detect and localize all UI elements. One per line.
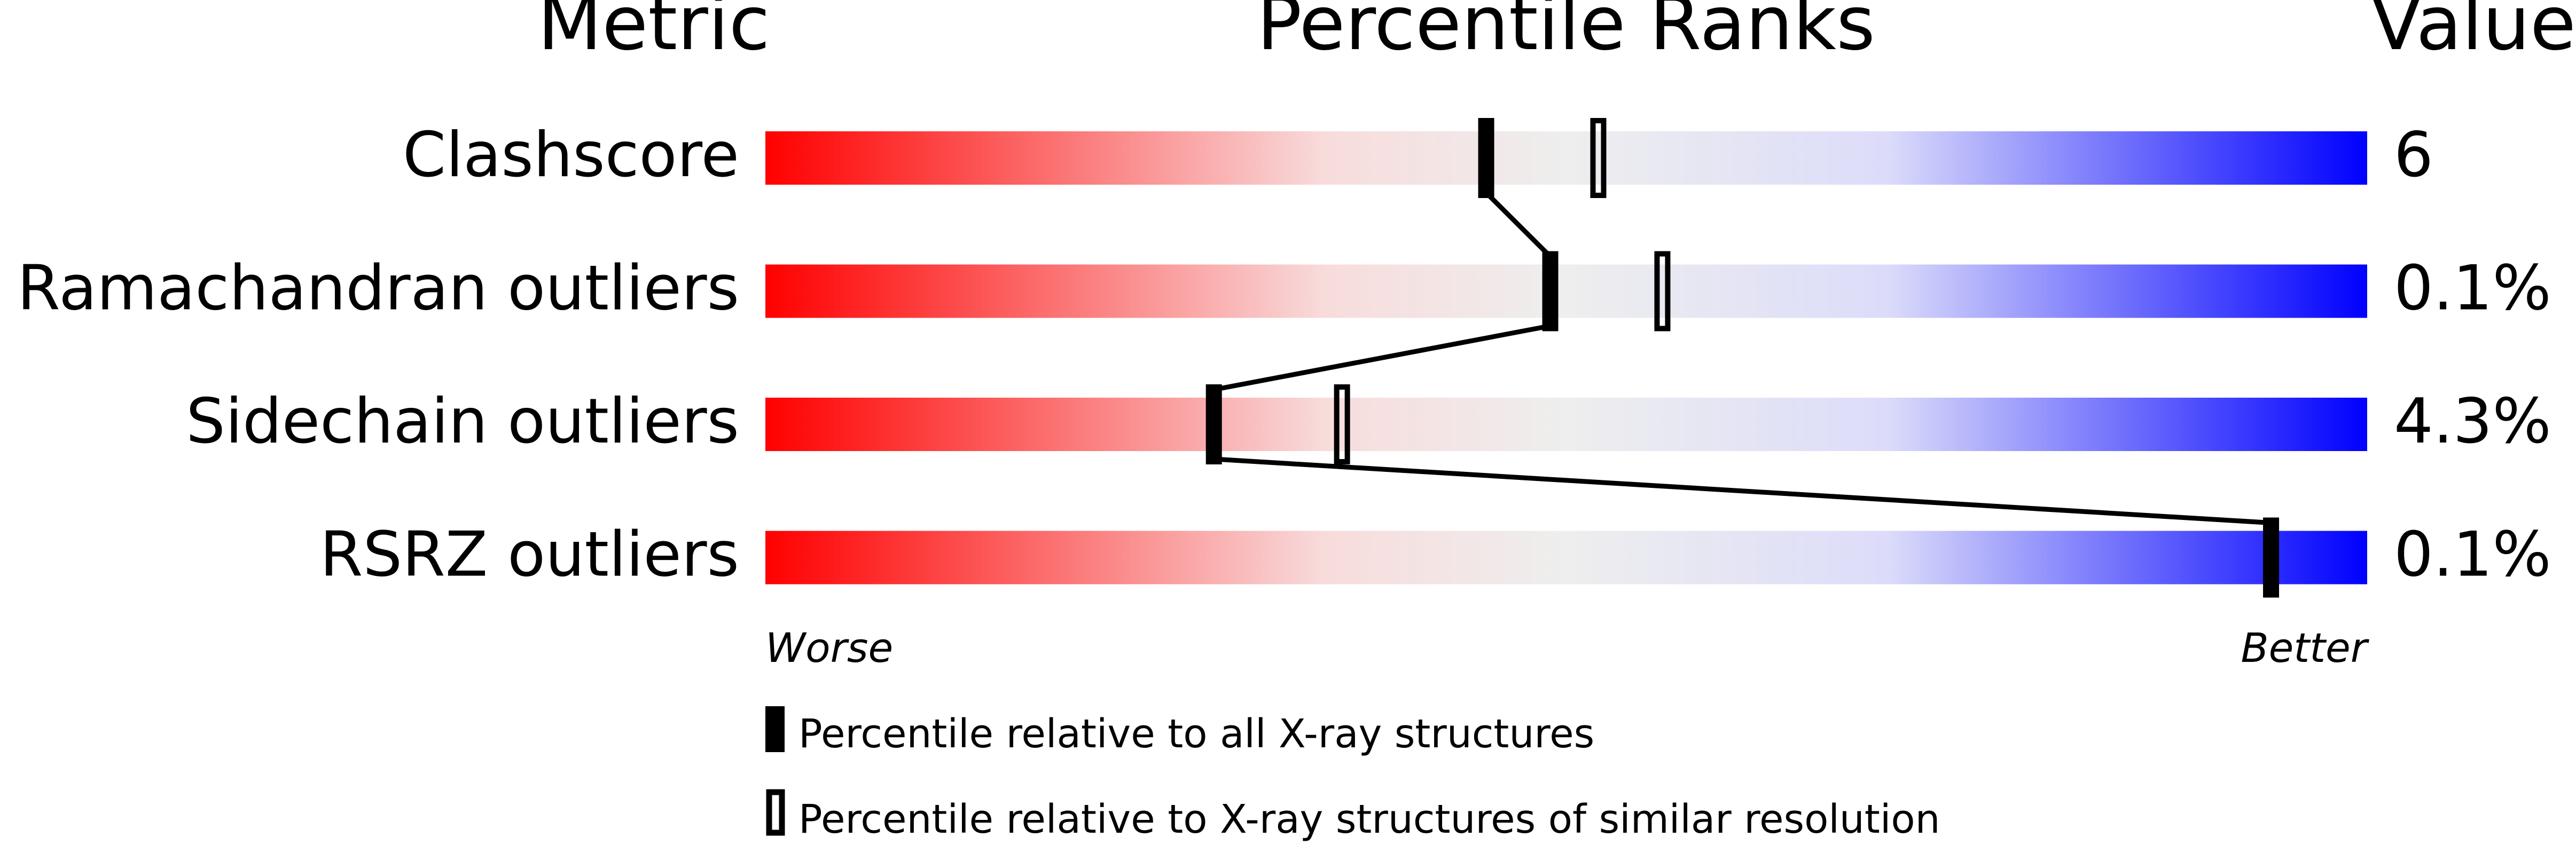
similar-resolution-marker xyxy=(1590,118,1607,198)
all-structures-marker xyxy=(1205,384,1222,464)
metric-label: Clashscore xyxy=(403,119,739,191)
metric-label: Ramachandran outliers xyxy=(17,252,739,325)
similar-resolution-marker xyxy=(1654,251,1671,331)
all-structures-marker xyxy=(1478,118,1494,198)
percentile-bar xyxy=(765,398,2367,451)
header-percentile-ranks: Percentile Ranks xyxy=(1257,0,1875,67)
similar-resolution-marker xyxy=(1334,384,1350,464)
all-structures-marker xyxy=(1542,251,1559,331)
legend-all-label: Percentile relative to all X-ray structu… xyxy=(798,711,1594,757)
metric-value: 0.1% xyxy=(2394,519,2551,591)
connector-line xyxy=(1484,191,1552,258)
all-structures-marker xyxy=(2263,517,2280,598)
header-value: Value xyxy=(2371,0,2576,67)
metric-value: 4.3% xyxy=(2394,385,2551,457)
metric-value: 0.1% xyxy=(2394,252,2551,325)
header-metric: Metric xyxy=(537,0,770,67)
percentile-bar xyxy=(765,131,2367,185)
connector-line xyxy=(1213,323,1551,392)
legend-filled-marker-icon xyxy=(765,706,785,752)
better-label: Better xyxy=(2241,624,2370,672)
metric-label: Sidechain outliers xyxy=(186,385,739,457)
legend-outline-marker-icon xyxy=(766,789,785,836)
percentile-bar xyxy=(765,531,2367,585)
metric-label: RSRZ outliers xyxy=(320,519,739,591)
worse-label: Worse xyxy=(765,624,893,672)
metric-value: 6 xyxy=(2394,119,2433,191)
connector-line xyxy=(1213,456,2272,525)
percentile-bar xyxy=(765,264,2367,318)
legend-similar-label: Percentile relative to X-ray structures … xyxy=(798,796,1940,842)
